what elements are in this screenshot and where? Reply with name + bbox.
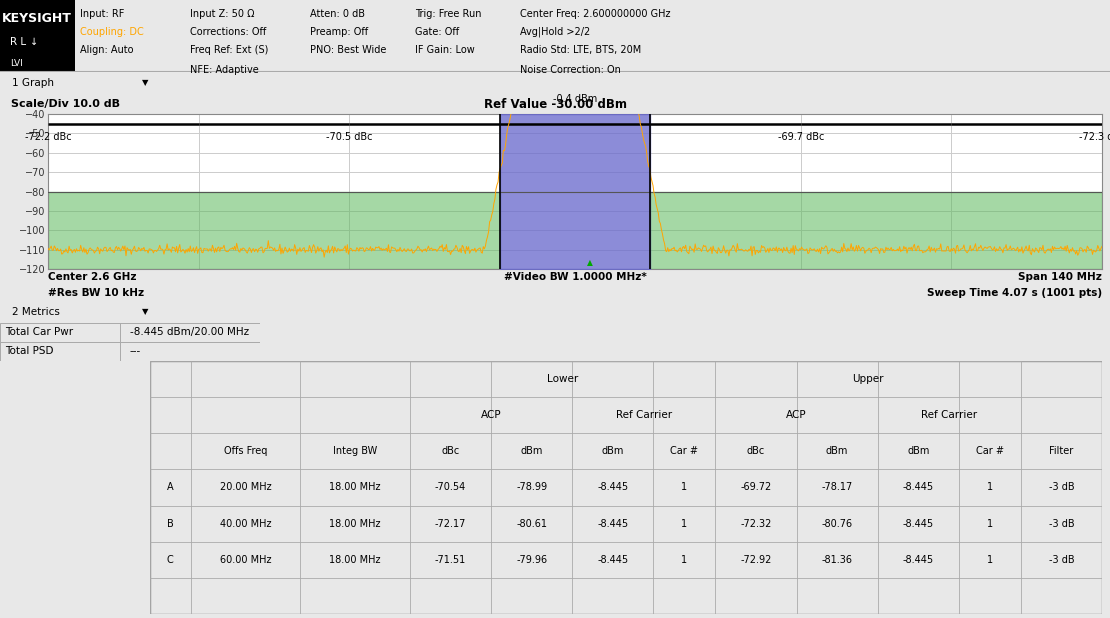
Text: dBc: dBc [442, 446, 460, 456]
Text: Lower: Lower [547, 374, 578, 384]
Text: ↓: ↓ [30, 36, 38, 47]
Text: 1: 1 [682, 519, 687, 528]
Text: Avg|Hold >2/2: Avg|Hold >2/2 [519, 27, 591, 37]
Text: ACP: ACP [786, 410, 807, 420]
Text: -70.5 dBc: -70.5 dBc [326, 132, 372, 142]
Text: -8.445: -8.445 [902, 555, 934, 565]
Text: ▲: ▲ [587, 258, 593, 267]
Text: Offs Freq: Offs Freq [224, 446, 268, 456]
Text: 18.00 MHz: 18.00 MHz [330, 519, 381, 528]
Text: Ref Carrier: Ref Carrier [921, 410, 978, 420]
Text: -3 dB: -3 dB [1049, 519, 1074, 528]
Bar [0, 323, 260, 342]
Text: dBm: dBm [907, 446, 929, 456]
Text: LVI: LVI [10, 59, 22, 68]
Text: Car #: Car # [670, 446, 698, 456]
Text: Trig: Free Run: Trig: Free Run [415, 9, 482, 19]
Text: Center Freq: 2.600000000 GHz: Center Freq: 2.600000000 GHz [519, 9, 670, 19]
Text: ▼: ▼ [142, 308, 149, 316]
Text: Filter: Filter [1049, 446, 1073, 456]
Text: -8.445: -8.445 [902, 519, 934, 528]
Text: -8.445: -8.445 [597, 483, 628, 493]
Text: Sweep Time 4.07 s (1001 pts): Sweep Time 4.07 s (1001 pts) [927, 288, 1102, 298]
Text: -8.445: -8.445 [597, 555, 628, 565]
Text: Scale/Div 10.0 dB: Scale/Div 10.0 dB [11, 99, 120, 109]
Text: Upper: Upper [852, 374, 884, 384]
Text: ---: --- [130, 347, 141, 357]
Text: -72.32: -72.32 [740, 519, 771, 528]
Text: -80.76: -80.76 [821, 519, 852, 528]
Text: Total Car Pwr: Total Car Pwr [6, 328, 73, 337]
Text: -72.92: -72.92 [740, 555, 771, 565]
Text: -78.99: -78.99 [516, 483, 547, 493]
Text: Ref Carrier: Ref Carrier [616, 410, 672, 420]
Text: -0.4 dBm: -0.4 dBm [553, 93, 597, 103]
Text: 1: 1 [987, 555, 993, 565]
Text: Gate: Off: Gate: Off [415, 27, 460, 36]
Text: Freq Ref: Ext (S): Freq Ref: Ext (S) [190, 44, 269, 54]
Text: dBm: dBm [602, 446, 624, 456]
Text: B: B [166, 519, 173, 528]
Text: 1: 1 [987, 519, 993, 528]
Text: -69.72: -69.72 [740, 483, 771, 493]
Text: 18.00 MHz: 18.00 MHz [330, 483, 381, 493]
Text: IF Gain: Low: IF Gain: Low [415, 44, 475, 54]
Text: -80.61: -80.61 [516, 519, 547, 528]
Text: #Video BW 1.0000 MHz*: #Video BW 1.0000 MHz* [504, 272, 646, 282]
Text: -8.445: -8.445 [902, 483, 934, 493]
Text: Input: RF: Input: RF [80, 9, 124, 19]
Text: 1: 1 [682, 555, 687, 565]
Bar [0, 0, 75, 72]
Text: Input Z: 50 Ω: Input Z: 50 Ω [190, 9, 254, 19]
Text: 1: 1 [682, 483, 687, 493]
Text: Span 140 MHz: Span 140 MHz [1018, 272, 1102, 282]
Text: Ref Value -30.00 dBm: Ref Value -30.00 dBm [484, 98, 626, 111]
Text: Align: Auto: Align: Auto [80, 44, 133, 54]
Text: -71.51: -71.51 [435, 555, 466, 565]
Text: -79.96: -79.96 [516, 555, 547, 565]
Text: Total PSD: Total PSD [6, 347, 53, 357]
Text: Radio Std: LTE, BTS, 20M: Radio Std: LTE, BTS, 20M [519, 44, 642, 54]
Text: 60.00 MHz: 60.00 MHz [220, 555, 271, 565]
Text: Car #: Car # [976, 446, 1003, 456]
Text: -70.54: -70.54 [435, 483, 466, 493]
Text: Coupling: DC: Coupling: DC [80, 27, 144, 36]
Text: -72.17: -72.17 [435, 519, 466, 528]
Text: dBm: dBm [826, 446, 848, 456]
Text: Preamp: Off: Preamp: Off [310, 27, 369, 36]
Text: PNO: Best Wide: PNO: Best Wide [310, 44, 386, 54]
Text: R L: R L [10, 36, 27, 47]
Text: -81.36: -81.36 [821, 555, 852, 565]
Text: ▼: ▼ [142, 78, 149, 88]
Text: A: A [166, 483, 173, 493]
Text: dBm: dBm [521, 446, 543, 456]
Text: Integ BW: Integ BW [333, 446, 377, 456]
Text: 18.00 MHz: 18.00 MHz [330, 555, 381, 565]
Text: Corrections: Off: Corrections: Off [190, 27, 266, 36]
Text: 1 Graph: 1 Graph [12, 78, 54, 88]
Text: -8.445: -8.445 [597, 519, 628, 528]
Text: 40.00 MHz: 40.00 MHz [220, 519, 271, 528]
Text: -69.7 dBc: -69.7 dBc [778, 132, 824, 142]
Text: dBc: dBc [747, 446, 765, 456]
Text: -72.2 dBc: -72.2 dBc [24, 132, 71, 142]
Text: -3 dB: -3 dB [1049, 555, 1074, 565]
Text: 1: 1 [987, 483, 993, 493]
Text: -72.3 dBc: -72.3 dBc [1079, 132, 1110, 142]
Text: Atten: 0 dB: Atten: 0 dB [310, 9, 365, 19]
Text: #Res BW 10 kHz: #Res BW 10 kHz [48, 288, 144, 298]
Text: 2 Metrics: 2 Metrics [12, 307, 60, 317]
Text: -3 dB: -3 dB [1049, 483, 1074, 493]
Text: 20.00 MHz: 20.00 MHz [220, 483, 271, 493]
Text: -8.445 dBm/20.00 MHz: -8.445 dBm/20.00 MHz [130, 328, 249, 337]
Text: NFE: Adaptive: NFE: Adaptive [190, 65, 259, 75]
Text: ACP: ACP [481, 410, 502, 420]
Text: C: C [166, 555, 173, 565]
Text: Center 2.6 GHz: Center 2.6 GHz [48, 272, 137, 282]
Bar [0, 342, 260, 361]
Text: Noise Correction: On: Noise Correction: On [519, 65, 620, 75]
Text: KEYSIGHT: KEYSIGHT [2, 12, 72, 25]
Text: -78.17: -78.17 [821, 483, 852, 493]
